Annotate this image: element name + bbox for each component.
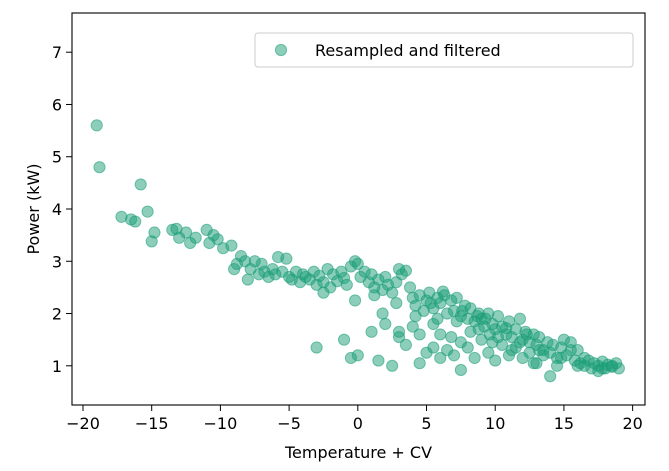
y-tick-label: 6 (52, 95, 62, 114)
x-tick-label: 20 (622, 414, 642, 433)
data-point (533, 344, 546, 357)
y-tick-label: 5 (52, 148, 62, 167)
x-tick-label: 10 (485, 414, 505, 433)
data-point (456, 304, 469, 318)
data-point (211, 233, 224, 246)
data-point (571, 359, 584, 372)
data-point (527, 357, 540, 370)
data-point (483, 328, 496, 341)
data-point (399, 338, 413, 351)
data-point (351, 349, 364, 362)
y-tick-label: 3 (52, 252, 62, 271)
data-point (520, 328, 533, 341)
axes: −20 −15 −10 −5 0 5 10 15 20 1 2 3 4 5 6 7 Temperature + … (24, 12, 646, 462)
data-point (368, 289, 381, 302)
data-point (578, 351, 591, 365)
legend-label: Resampled and filtered (315, 41, 501, 60)
x-axis-label: Temperature + CV (284, 443, 432, 462)
data-point (505, 344, 518, 357)
data-point (392, 325, 406, 338)
data-point (454, 363, 467, 377)
data-point (445, 330, 458, 344)
data-point (468, 351, 481, 365)
data-point (513, 336, 527, 349)
data-point (513, 312, 527, 325)
data-point (555, 351, 568, 365)
x-tick-label: −5 (277, 414, 301, 433)
data-point (179, 226, 193, 239)
y-tick-label: 2 (52, 305, 62, 324)
data-point (340, 278, 353, 291)
data-point (564, 344, 577, 357)
data-point (189, 231, 202, 244)
data-point (605, 359, 619, 372)
plot-area (90, 119, 625, 383)
data-point (482, 346, 495, 359)
data-point (431, 312, 444, 325)
data-point (434, 328, 447, 341)
data-point (413, 328, 426, 341)
data-point (424, 296, 437, 310)
legend-box (254, 32, 634, 68)
data-point (225, 239, 238, 252)
data-point (461, 341, 474, 354)
data-point (317, 286, 330, 299)
data-point (141, 205, 154, 218)
data-point (376, 307, 389, 320)
x-tick-label: −20 (66, 414, 100, 433)
data-point (491, 310, 505, 323)
y-axis-label: Power (kW) (24, 163, 43, 254)
data-point (450, 315, 463, 328)
data-point (310, 341, 323, 354)
data-point (280, 252, 293, 265)
data-point (471, 310, 484, 323)
legend: Resampled and filtered (254, 32, 634, 68)
data-point (348, 294, 362, 307)
data-point (427, 341, 440, 354)
data-point (438, 289, 451, 302)
data-point (145, 235, 158, 248)
data-point (365, 325, 378, 338)
data-point (403, 281, 417, 294)
y-tick-label: 7 (52, 43, 62, 62)
data-point (337, 333, 351, 346)
x-tick-label: −10 (204, 414, 238, 433)
data-point (241, 273, 254, 286)
data-point (134, 178, 147, 191)
data-point (544, 370, 557, 383)
data-point (351, 257, 364, 270)
x-tick-label: 0 (353, 414, 363, 433)
y-tick-label: 4 (52, 200, 62, 219)
data-point (372, 354, 385, 367)
x-tick-label: 15 (554, 414, 574, 433)
data-point (409, 310, 422, 323)
data-point (386, 286, 399, 299)
y-tick-label: 1 (52, 357, 62, 376)
data-point (90, 119, 103, 132)
data-point (472, 323, 485, 336)
data-point (386, 359, 399, 372)
data-point (93, 161, 106, 174)
data-point (489, 354, 502, 367)
data-point (500, 322, 513, 335)
legend-marker (274, 43, 288, 57)
data-point (413, 357, 426, 370)
x-tick-label: 5 (421, 414, 431, 433)
data-point (434, 351, 447, 365)
x-tick-label: −15 (135, 414, 169, 433)
data-point (450, 291, 463, 304)
data-point (129, 215, 142, 228)
data-point (379, 317, 392, 331)
data-point (399, 264, 413, 277)
data-point (390, 296, 403, 310)
data-point (447, 349, 461, 362)
